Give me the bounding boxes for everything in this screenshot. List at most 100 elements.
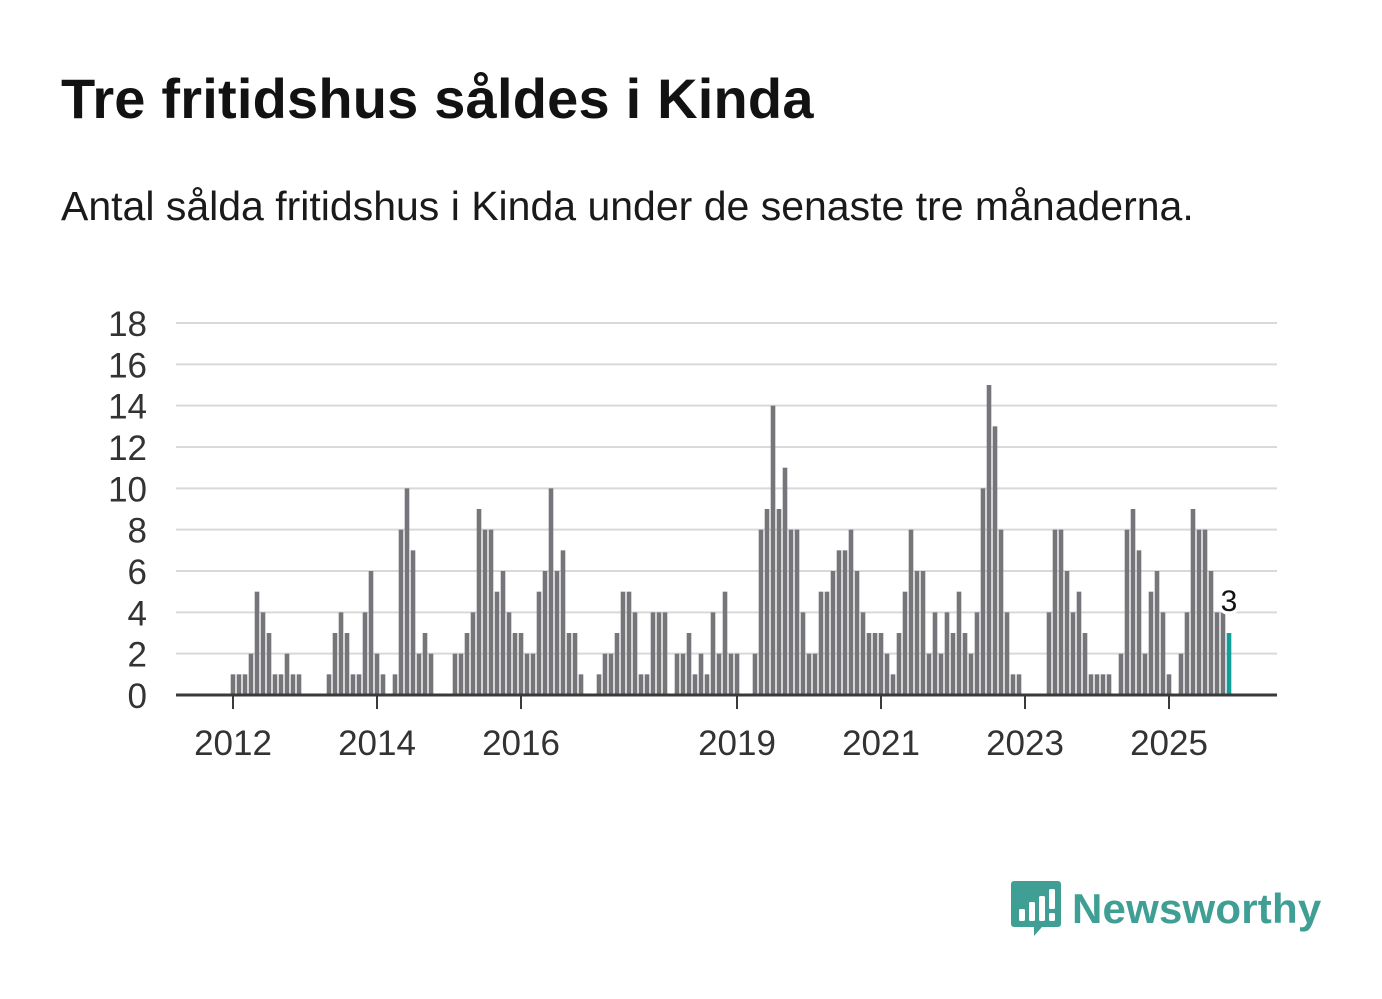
bar: [572, 633, 578, 695]
bar: [578, 674, 584, 695]
bar: [626, 591, 632, 695]
bar: [1076, 591, 1082, 695]
bar: [884, 653, 890, 695]
bar: [1070, 612, 1076, 695]
bar: [560, 550, 566, 695]
bar: [500, 571, 506, 695]
x-tick-label: 2014: [338, 724, 416, 763]
bar: [422, 633, 428, 695]
bar: [914, 571, 920, 695]
bar: [944, 612, 950, 695]
bar: [1094, 674, 1100, 695]
bar: [260, 612, 266, 695]
bar: [1166, 674, 1172, 695]
bar: [896, 633, 902, 695]
bar: [680, 653, 686, 695]
bar: [1202, 529, 1208, 695]
bar: [950, 633, 956, 695]
newsworthy-brand: Newsworthy: [1010, 878, 1321, 940]
y-tick-label: 18: [108, 305, 147, 344]
bar: [1004, 612, 1010, 695]
bar: [1088, 674, 1094, 695]
chart-subtitle: Antal sålda fritidshus i Kinda under de …: [61, 183, 1194, 229]
bar: [566, 633, 572, 695]
bar: [1190, 509, 1196, 695]
bar: [350, 674, 356, 695]
bar-highlight: [1226, 633, 1232, 695]
bar: [506, 612, 512, 695]
bar: [362, 612, 368, 695]
bar: [782, 467, 788, 695]
bar: [458, 653, 464, 695]
y-tick-label: 12: [108, 429, 147, 468]
bar: [476, 509, 482, 695]
bar: [716, 653, 722, 695]
bar: [1184, 612, 1190, 695]
bar: [734, 653, 740, 695]
bar: [1142, 653, 1148, 695]
bar: [800, 612, 806, 695]
bar: [242, 674, 248, 695]
bar: [728, 653, 734, 695]
x-tick-label: 2016: [482, 724, 560, 763]
bar: [266, 633, 272, 695]
bar: [254, 591, 260, 695]
data-labels: 3: [1217, 582, 1241, 622]
bar: [524, 653, 530, 695]
bar: [770, 405, 776, 695]
bar: [776, 509, 782, 695]
bar: [686, 633, 692, 695]
gridlines: [176, 322, 1277, 655]
bar: [1106, 674, 1112, 695]
bar: [794, 529, 800, 695]
bar: [512, 633, 518, 695]
bar: [494, 591, 500, 695]
bar: [1010, 674, 1016, 695]
bar: [878, 633, 884, 695]
bar: [752, 653, 758, 695]
bar: [920, 571, 926, 695]
bar: [1016, 674, 1022, 695]
bar: [278, 674, 284, 695]
bar: [1148, 591, 1154, 695]
bar: [332, 633, 338, 695]
y-tick-label: 14: [108, 388, 147, 427]
bar: [1130, 509, 1136, 695]
bar: [824, 591, 830, 695]
bar: [866, 633, 872, 695]
bar: [842, 550, 848, 695]
bar: [638, 674, 644, 695]
brand-name: Newsworthy: [1072, 885, 1322, 932]
bar: [470, 612, 476, 695]
bar: [932, 612, 938, 695]
bar: [998, 529, 1004, 695]
bar: [398, 529, 404, 695]
bar: [812, 653, 818, 695]
bar: [1220, 612, 1226, 695]
x-tick-label: 2012: [194, 724, 272, 763]
x-tick-label: 2021: [842, 724, 920, 763]
bar: [368, 571, 374, 695]
bar: [1118, 653, 1124, 695]
bar: [1208, 571, 1214, 695]
bar: [602, 653, 608, 695]
bar: [284, 653, 290, 695]
bar: [230, 674, 236, 695]
bar: [968, 653, 974, 695]
bar: [656, 612, 662, 695]
bar: [1058, 529, 1064, 695]
y-tick-label: 8: [128, 512, 147, 551]
bar: [830, 571, 836, 695]
bar: [974, 612, 980, 695]
bar: [1082, 633, 1088, 695]
bar: [1064, 571, 1070, 695]
x-tick-label: 2019: [698, 724, 776, 763]
bar: [248, 653, 254, 695]
y-tick-label: 16: [108, 346, 147, 385]
bar: [956, 591, 962, 695]
bar: [806, 653, 812, 695]
bars: [230, 385, 1232, 695]
bar: [488, 529, 494, 695]
bar: [938, 653, 944, 695]
